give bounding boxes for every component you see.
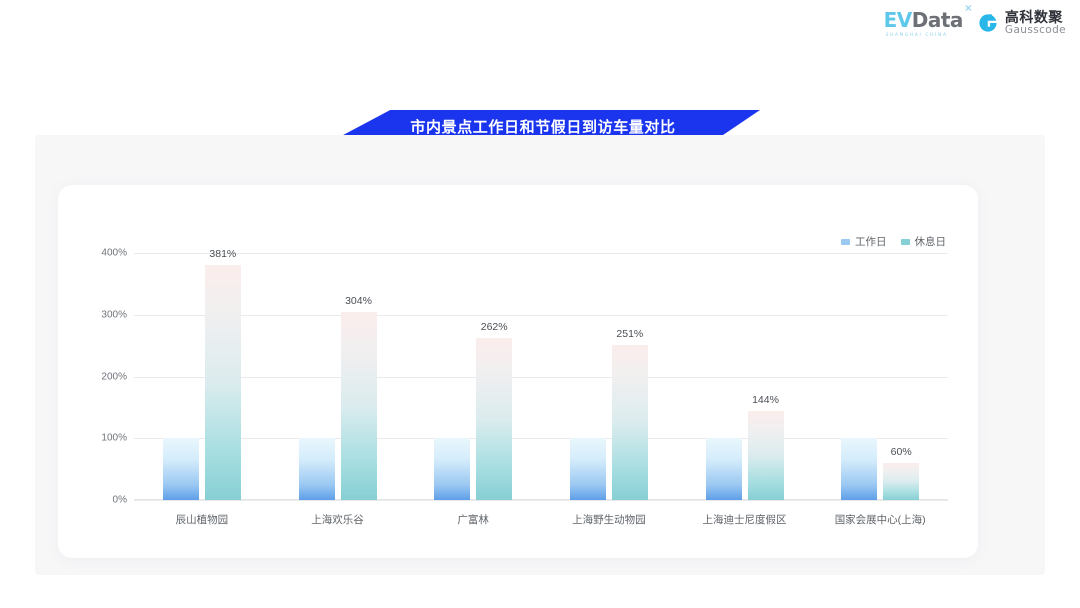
evdata-logo-ev: EV <box>883 8 913 32</box>
legend-item-1[interactable]: 工作日 <box>841 234 887 249</box>
legend-swatch-icon <box>900 238 910 245</box>
y-axis-tick-label: 200% <box>101 371 127 382</box>
legend-swatch-icon <box>841 238 850 245</box>
bar-group: 304% 上海欢乐谷 <box>270 253 406 526</box>
bar-holiday[interactable]: 304% <box>340 295 377 500</box>
bar-group: 262% 广富林 <box>405 253 541 526</box>
bar-holiday[interactable]: 381% <box>204 248 241 500</box>
bar-holiday[interactable]: 144% <box>747 394 784 500</box>
bar-weekday[interactable] <box>705 438 742 500</box>
y-axis-tick-label: 400% <box>101 247 127 259</box>
page-title: 市内景点工作日和节假日到访车量对比 <box>410 118 676 136</box>
cross-mark-icon: × <box>964 1 972 15</box>
gridline: 200% <box>101 371 948 382</box>
gausscode-logo: 高科数聚 Gausscode <box>977 10 1066 36</box>
bar-pair: 60% <box>812 253 948 500</box>
bar-weekday[interactable] <box>569 438 606 500</box>
evdata-logo-subtitle: SHANGHAI CHINA <box>885 33 948 38</box>
bar-value-label: 304% <box>345 295 372 308</box>
gridline: 300% <box>101 309 948 320</box>
y-axis-tick-label: 100% <box>101 432 127 444</box>
x-axis-line <box>134 499 948 500</box>
bar-group: 60% 国家会展中心(上海) <box>812 253 948 526</box>
gausscode-name-en: Gausscode <box>1004 23 1066 36</box>
bar-pair: 381% <box>134 248 270 500</box>
bar-weekday[interactable] <box>298 438 335 500</box>
x-axis-category-label: 上海迪士尼度假区 <box>702 514 787 526</box>
bar-value-label: 262% <box>480 321 508 334</box>
bar-pair: 251% <box>541 253 677 500</box>
evdata-wordmark: EV Data × <box>883 1 972 32</box>
gridline: 0% <box>113 495 948 506</box>
bar-pair: 262% <box>405 253 541 500</box>
bar-value-label: 60% <box>890 445 912 458</box>
bar-weekday[interactable] <box>434 438 471 500</box>
bar-weekday[interactable] <box>162 438 199 500</box>
bar-value-label: 144% <box>752 394 779 407</box>
bar-group: 251% 上海野生动物园 <box>541 253 677 526</box>
evdata-logo-data: Data <box>911 8 964 32</box>
x-axis-category-label: 国家会展中心(上海) <box>834 514 926 526</box>
x-axis-category-label: 上海野生动物园 <box>572 514 646 526</box>
bar-group: 144% 上海迪士尼度假区 <box>677 253 813 526</box>
chart-legend: 工作日 休息日 <box>841 234 946 249</box>
gausscode-wordmark: 高科数聚 Gausscode <box>1005 10 1066 36</box>
bar-value-label: 381% <box>209 247 237 260</box>
bar-pair: 144% <box>677 253 813 500</box>
bar-groups: 381% 辰山植物园 304% 上海欢乐谷 262% 广富林 251% 上海野生动物园 144%… <box>134 248 948 526</box>
bar-pair: 304% <box>270 253 406 500</box>
evdata-logo: EV Data × SHANGHAI CHINA <box>883 1 972 38</box>
y-axis-tick-label: 300% <box>101 309 127 321</box>
chart-card: 工作日 休息日 0% 100% 200% 300% 400% 381% 辰山植物园 304% 上… <box>58 185 978 558</box>
gridline: 400% <box>101 248 948 259</box>
y-axis-tick-label: 0% <box>112 494 127 506</box>
x-axis-category-label: 上海欢乐谷 <box>311 514 364 526</box>
gridline: 100% <box>101 433 948 444</box>
bar-weekday[interactable] <box>841 438 878 500</box>
bar-holiday[interactable]: 251% <box>611 328 648 500</box>
bar-group: 381% 辰山植物园 <box>134 248 270 526</box>
legend-label: 休息日 <box>914 236 947 248</box>
legend-item-2[interactable]: 休息日 <box>900 234 947 249</box>
bar-holiday[interactable]: 262% <box>476 321 513 500</box>
x-axis-category-label: 辰山植物园 <box>175 514 229 526</box>
legend-label: 工作日 <box>855 236 887 248</box>
bar-holiday[interactable]: 60% <box>883 446 920 500</box>
chart-plot-area: 0% 100% 200% 300% 400% 381% 辰山植物园 304% 上海欢乐谷 262… <box>101 248 948 526</box>
gausscode-circle-icon <box>977 12 999 34</box>
gausscode-name-cn: 高科数聚 <box>1004 9 1063 26</box>
logo-bar: EV Data × SHANGHAI CHINA 高科数聚 Gausscode <box>883 1 1066 38</box>
x-axis-category-label: 广富林 <box>457 514 489 526</box>
bar-value-label: 251% <box>616 328 644 341</box>
